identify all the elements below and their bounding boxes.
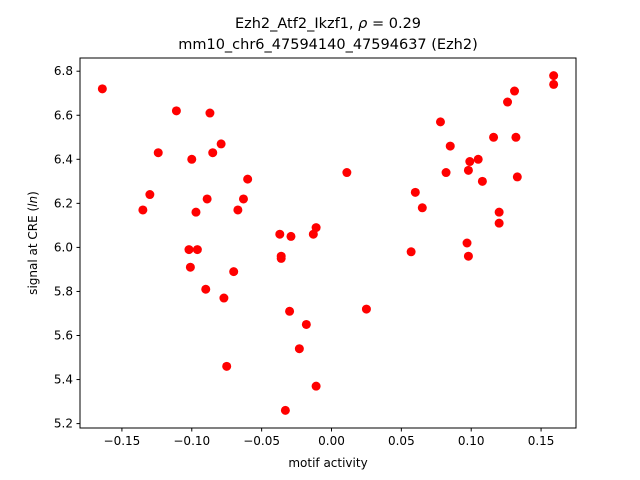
title-rho-symbol: ρ xyxy=(358,16,368,32)
data-point xyxy=(285,306,295,316)
data-point xyxy=(473,154,483,164)
y-axis-label-prefix: signal at CRE ( xyxy=(26,207,40,295)
x-tick-label: 0.10 xyxy=(458,434,485,448)
data-point xyxy=(97,84,107,94)
data-point xyxy=(222,361,232,371)
data-point xyxy=(410,187,420,197)
y-tick-label: 6.2 xyxy=(54,196,73,210)
x-axis-label: motif activity xyxy=(288,456,367,470)
chart-title-line2: mm10_chr6_47594140_47594637 (Ezh2) xyxy=(178,37,478,53)
data-point xyxy=(503,97,513,107)
data-point xyxy=(361,304,371,314)
data-point xyxy=(462,238,472,248)
y-axis-label-italic: ln xyxy=(26,196,40,207)
y-axis-label: signal at CRE (ln) xyxy=(26,191,40,295)
x-tick-label: −0.15 xyxy=(104,434,141,448)
y-axis-ticks: 5.2 5.4 5.6 5.8 6.0 6.2 6.4 6.6 6.8 xyxy=(54,64,80,431)
data-point xyxy=(208,148,218,158)
data-point xyxy=(216,139,226,149)
data-point xyxy=(202,194,212,204)
data-point xyxy=(489,132,499,142)
x-tick-label: 0.15 xyxy=(528,434,555,448)
y-tick-label: 5.4 xyxy=(54,373,73,387)
data-point xyxy=(435,117,445,127)
y-tick-label: 5.6 xyxy=(54,329,73,343)
data-point xyxy=(238,194,248,204)
axes-frame xyxy=(79,57,577,429)
data-point xyxy=(191,207,201,217)
plot-area xyxy=(97,71,559,415)
data-point xyxy=(294,344,304,354)
y-tick-label: 6.8 xyxy=(54,64,73,78)
title-line1-prefix: Ezh2_Atf2_Ikzf1, xyxy=(235,16,358,32)
data-point xyxy=(441,168,451,178)
data-point xyxy=(138,205,148,215)
x-tick-label: −0.10 xyxy=(173,434,210,448)
data-point xyxy=(417,203,427,213)
title-line1-suffix: = 0.29 xyxy=(367,16,421,32)
data-point xyxy=(219,293,229,303)
x-tick-label: 0.00 xyxy=(318,434,345,448)
data-point xyxy=(184,245,194,255)
data-point xyxy=(510,86,520,96)
data-point xyxy=(549,71,559,81)
y-tick-label: 6.6 xyxy=(54,108,73,122)
data-point xyxy=(445,141,455,151)
y-tick-label: 6.4 xyxy=(54,152,73,166)
data-point xyxy=(145,190,155,200)
data-point xyxy=(311,223,321,233)
data-point xyxy=(243,174,253,184)
data-point xyxy=(406,247,416,257)
data-point xyxy=(192,245,202,255)
data-point xyxy=(187,154,197,164)
data-point xyxy=(511,132,521,142)
y-tick-label: 5.8 xyxy=(54,284,73,298)
data-point xyxy=(153,148,163,158)
data-point xyxy=(512,172,522,182)
data-point xyxy=(342,168,352,178)
y-tick-label: 5.2 xyxy=(54,417,73,431)
data-point xyxy=(477,176,487,186)
y-tick-label: 6.0 xyxy=(54,240,73,254)
data-point xyxy=(280,405,290,415)
data-point xyxy=(465,157,475,167)
data-point xyxy=(275,229,285,239)
data-point xyxy=(494,207,504,217)
data-point xyxy=(233,205,243,215)
x-axis-ticks: −0.15 −0.10 −0.05 0.00 0.05 0.10 0.15 xyxy=(104,428,555,448)
data-point xyxy=(311,381,321,391)
data-point xyxy=(205,108,215,118)
x-tick-label: 0.05 xyxy=(388,434,415,448)
data-point xyxy=(301,319,311,329)
data-point xyxy=(463,251,473,261)
data-point xyxy=(549,79,559,89)
data-point xyxy=(201,284,211,294)
data-point xyxy=(494,218,504,228)
data-point xyxy=(185,262,195,272)
data-point xyxy=(286,231,296,241)
data-point xyxy=(171,106,181,116)
y-axis-label-suffix: ) xyxy=(26,191,40,196)
data-point xyxy=(463,165,473,175)
data-point xyxy=(229,267,239,277)
data-point xyxy=(276,251,286,261)
chart-title-line1: Ezh2_Atf2_Ikzf1, ρ = 0.29 xyxy=(235,16,421,32)
x-tick-label: −0.05 xyxy=(243,434,280,448)
